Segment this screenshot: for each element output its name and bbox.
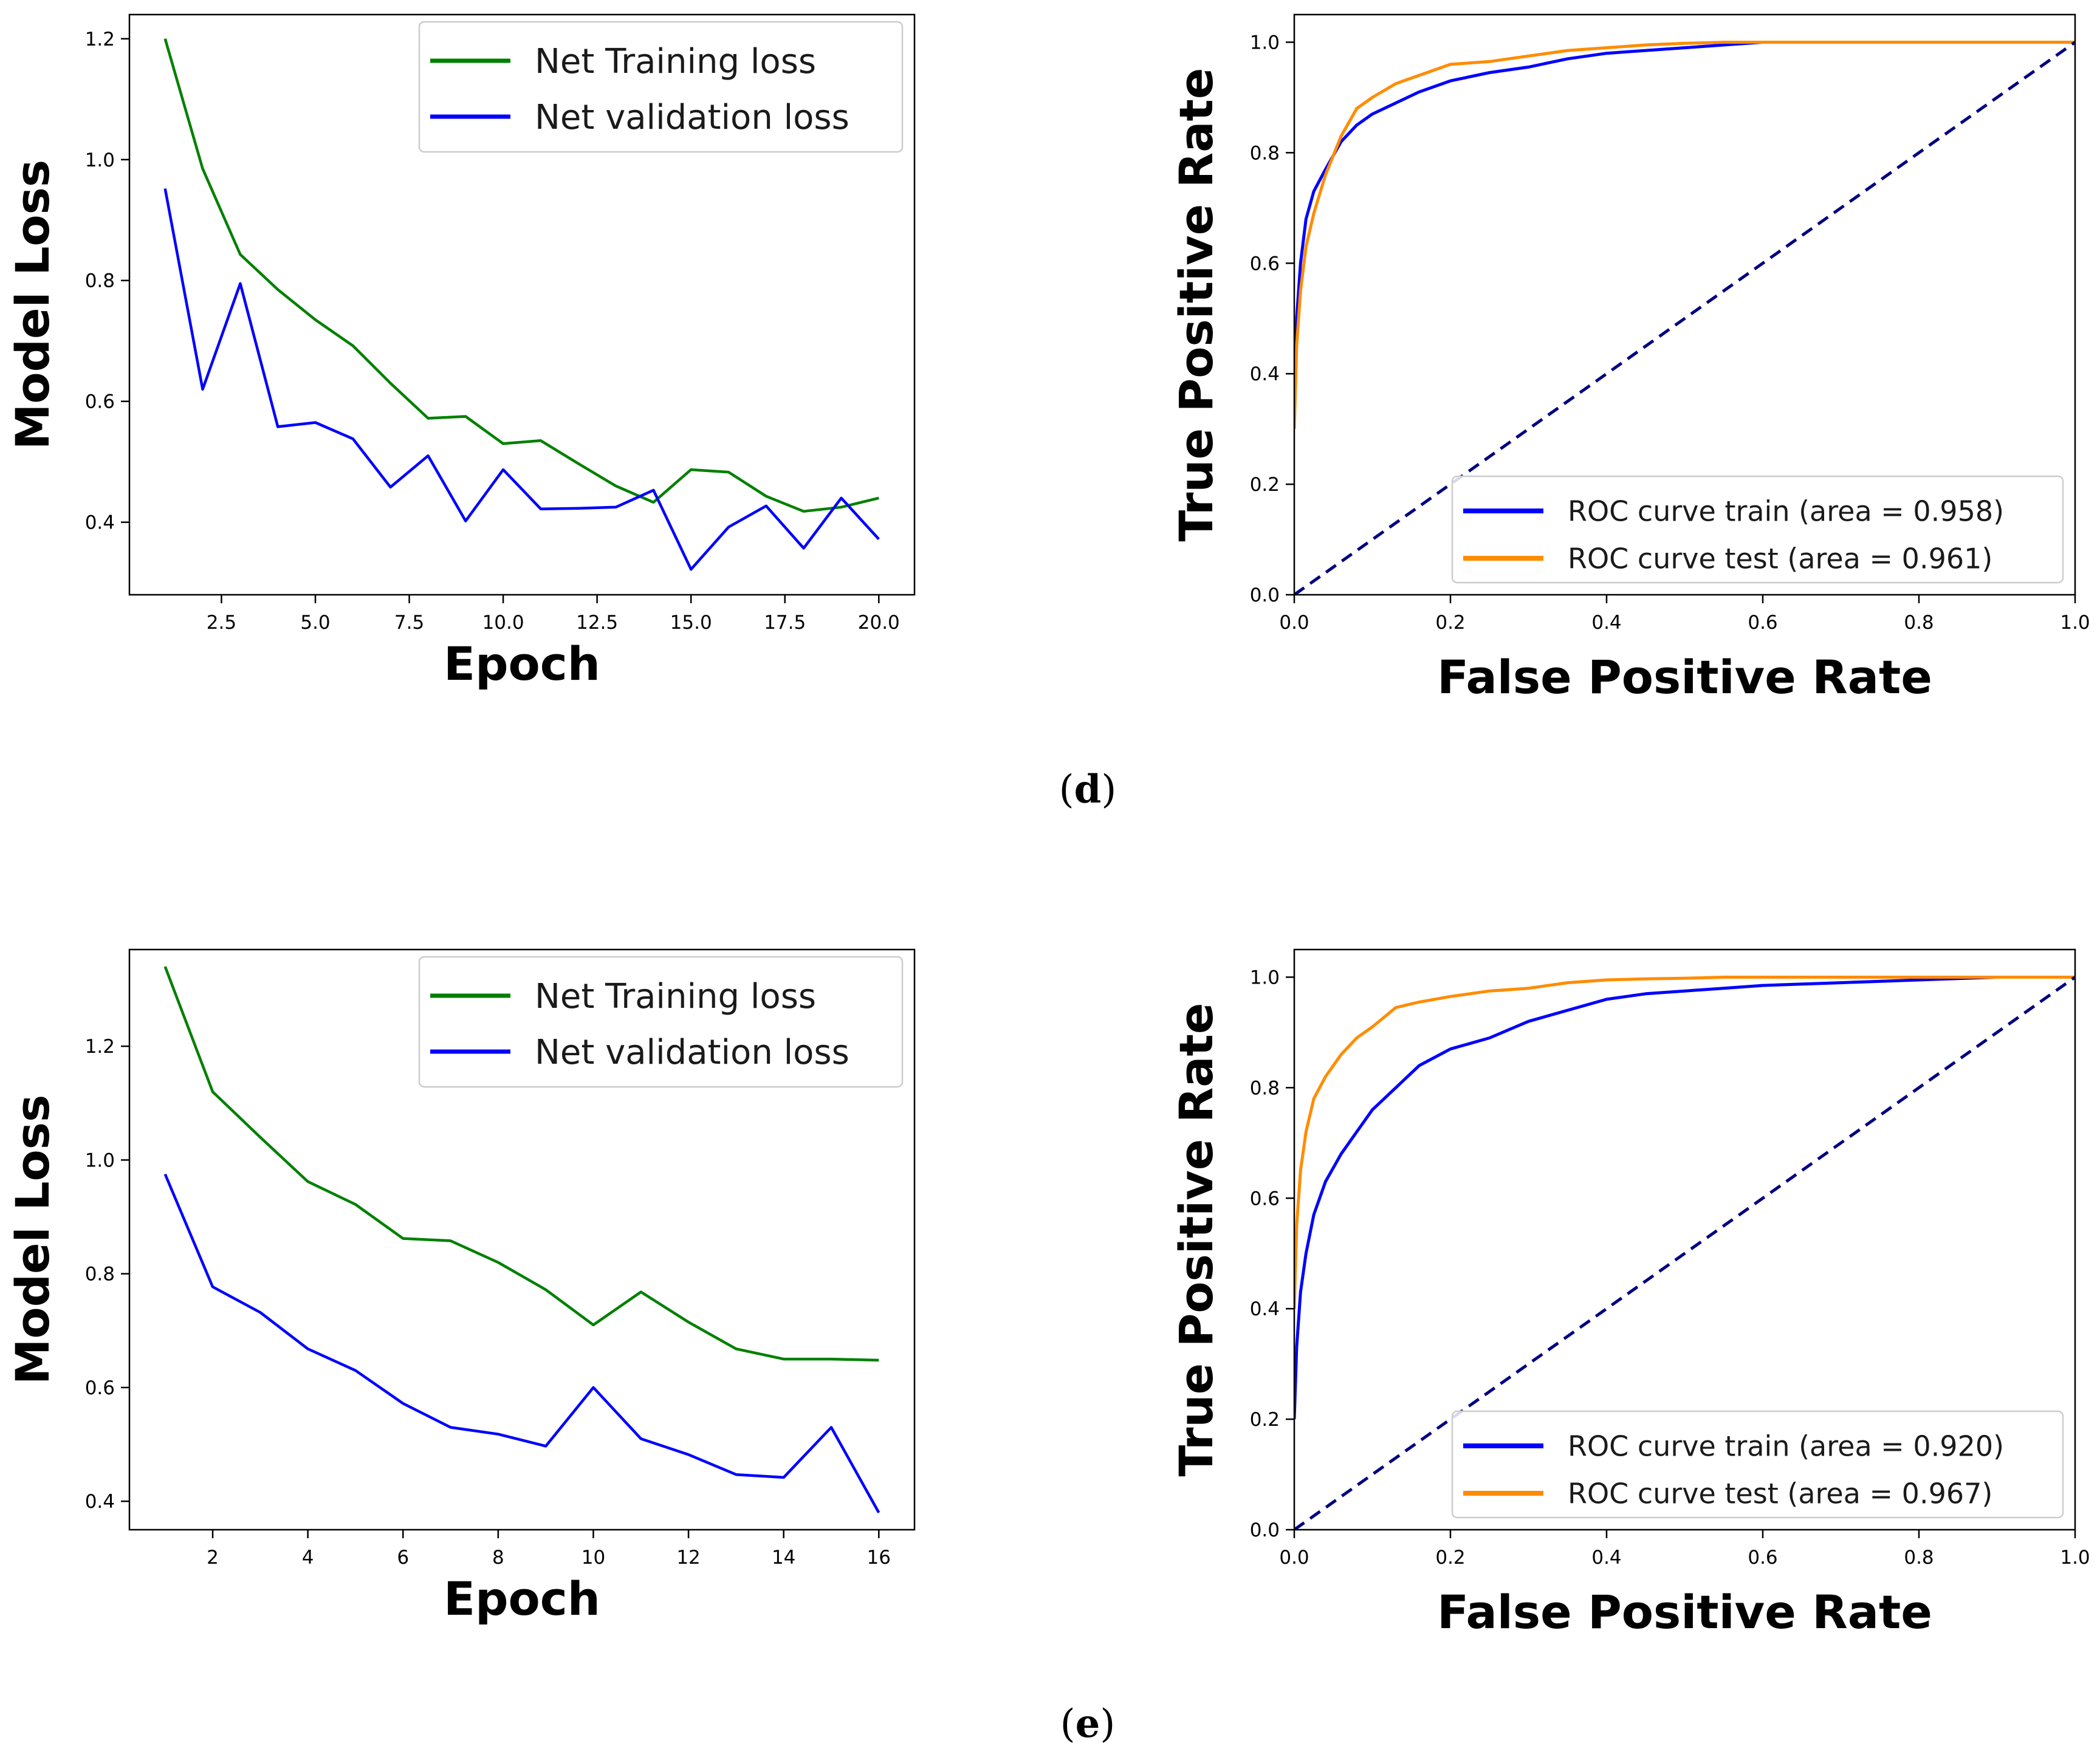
panel-e-roc-xtick-label: 0.8: [1904, 1547, 1934, 1569]
panel-e-roc-diagonal-line: [1294, 976, 2075, 1530]
panel-d-roc-ytick-label: 0.8: [1250, 142, 1280, 164]
panel-e-roc-ytick-label: 0.0: [1250, 1519, 1280, 1541]
panel-e-roc-axes-frame: [1293, 948, 2076, 1531]
panel-e-loss-xtick-label: 8: [492, 1547, 504, 1569]
panel-d-loss-ytick-label: 1.0: [85, 149, 115, 171]
panel-e-loss-series-line-1: [163, 1173, 880, 1513]
panel-letter-e: e: [1075, 1701, 1100, 1747]
panel-d-loss-xtick-label: 5.0: [300, 612, 330, 634]
panel-d-roc-legend-box: [1451, 475, 2064, 584]
panel-d-roc-xtick-label: 0.2: [1435, 612, 1465, 634]
panel-e-roc-legend-label-0: ROC curve train (area = 0.920): [1568, 1430, 2004, 1463]
panel-d-loss-xtick-label: 10.0: [482, 612, 524, 634]
panel-d-roc-series-line-1: [1294, 41, 2075, 430]
panel-d-roc-xtick-label: 0.6: [1748, 612, 1777, 634]
panel-d-roc-ytick-label: 0.0: [1250, 584, 1280, 606]
panel-d-loss-legend-box: [418, 21, 904, 153]
panel-d-roc-diagonal-line: [1294, 41, 2075, 595]
panel-d-roc-xtick-label: 0.4: [1591, 612, 1621, 634]
panel-letter-d: d: [1074, 767, 1102, 812]
panel-d-loss-xtick-label: 17.5: [764, 612, 806, 634]
panel-e-loss-xtick-label: 2: [207, 1547, 219, 1569]
panel-e-roc-ylabel: True Positive Rate: [1169, 1003, 1223, 1477]
panel-e-loss-ylabel: Model Loss: [5, 1095, 60, 1385]
panel-d-roc-xlabel: False Positive Rate: [1437, 650, 1932, 704]
panel-e-roc-series-line-0: [1294, 976, 2075, 1420]
panel-e-loss-xtick-label: 14: [772, 1547, 795, 1569]
panel-e-loss-xtick-label: 6: [397, 1547, 409, 1569]
panel-e-loss-legend-label-0: Net Training loss: [535, 977, 816, 1016]
panel-d-roc-ylabel: True Positive Rate: [1169, 68, 1223, 542]
panel-e-roc-xtick-label: 1.0: [2060, 1547, 2090, 1569]
panel-e-roc-ytick-label: 0.4: [1250, 1298, 1280, 1320]
panel-e-loss-xtick-label: 12: [676, 1547, 700, 1569]
panel-e-loss-ytick-label: 1.0: [85, 1149, 115, 1171]
panel-e-roc-ytick-label: 0.6: [1250, 1188, 1280, 1210]
panel-e-loss-series-line-0: [163, 966, 879, 1362]
panel-e-loss-xtick-label: 10: [582, 1547, 605, 1569]
panel-e-roc-legend-box: [1451, 1410, 2064, 1519]
panel-label-e: (e): [1060, 1701, 1116, 1747]
panel-d-loss-chart: 2.5 5.0 7.5 10.0 12.5 15.0 17.5 20.0 0.4 0.6 0.8 1.…: [5, 13, 916, 691]
panel-e-roc-ytick-label: 0.2: [1250, 1409, 1280, 1431]
panel-e-loss-ytick-label: 0.8: [85, 1264, 115, 1285]
panel-d-roc-legend-label-1: ROC curve test (area = 0.961): [1568, 543, 1992, 575]
panel-d-loss-ylabel: Model Loss: [5, 160, 60, 450]
panel-d-loss-legend-label-1: Net validation loss: [535, 98, 849, 137]
panel-d-loss-ytick-label: 0.6: [85, 391, 115, 413]
panel-e-roc-ytick-label: 0.8: [1250, 1077, 1280, 1099]
panel-e-roc-xlabel: False Positive Rate: [1437, 1585, 1932, 1639]
panel-e-roc-series-line-1: [1294, 976, 2075, 1309]
panel-e-loss-chart: 2 4 6 8 10 12 14 16 0.4 0.6 0.8 1.0 1.2 Epoch Model Lo…: [5, 948, 916, 1626]
panel-e-loss-xtick-label: 16: [867, 1547, 891, 1569]
panel-d-roc-xtick-label: 1.0: [2060, 612, 2090, 634]
panel-d-loss-series-line-1: [163, 188, 880, 571]
panel-e-roc-ytick-label: 1.0: [1250, 967, 1280, 988]
panel-e-roc-xtick-label: 0.6: [1748, 1547, 1777, 1569]
panel-d-roc-ytick-label: 0.2: [1250, 474, 1280, 496]
panel-d-roc-series-line-0: [1294, 41, 2075, 385]
panel-d-roc-axes-frame: [1293, 13, 2076, 596]
panel-e-roc-xtick-label: 0.2: [1435, 1547, 1465, 1569]
panel-d-loss-ytick-label: 0.8: [85, 270, 115, 292]
panel-d-loss-ytick-label: 0.4: [85, 512, 115, 534]
panel-d-loss-xlabel: Epoch: [444, 637, 600, 691]
panel-e-loss-ytick-label: 1.2: [85, 1036, 115, 1058]
panel-d-loss-xtick-label: 2.5: [207, 612, 236, 634]
panel-e-loss-legend-box: [418, 956, 904, 1088]
panel-d-roc-ytick-label: 0.6: [1250, 253, 1280, 275]
panel-d-loss-xtick-label: 20.0: [858, 612, 900, 634]
panel-d-roc-chart: 0.0 0.2 0.4 0.6 0.8 1.0 0.0 0.2 0.4 0.6 0.8 1.0 Fals…: [1169, 13, 2090, 704]
panel-d-roc-ytick-label: 1.0: [1250, 32, 1280, 53]
panel-d-loss-series-line-0: [163, 38, 879, 513]
panel-d-roc-xtick-label: 0.8: [1904, 612, 1934, 634]
panel-e-loss-ytick-label: 0.4: [85, 1491, 115, 1513]
panel-d-roc-ytick-label: 0.4: [1250, 363, 1280, 385]
panel-e-roc-xtick-label: 0.4: [1591, 1547, 1621, 1569]
panel-d-loss-legend-label-0: Net Training loss: [535, 42, 816, 81]
panel-d-loss-xtick-label: 15.0: [670, 612, 712, 634]
panel-e-loss-xlabel: Epoch: [444, 1572, 600, 1626]
panel-d-roc-legend-label-0: ROC curve train (area = 0.958): [1568, 495, 2004, 528]
panel-e-roc-legend-label-1: ROC curve test (area = 0.967): [1568, 1477, 1992, 1510]
panel-d-loss-xtick-label: 7.5: [394, 612, 424, 634]
panel-d-roc-xtick-label: 0.0: [1279, 612, 1309, 634]
panel-e-loss-ytick-label: 0.6: [85, 1377, 115, 1399]
panel-d-loss-ytick-label: 1.2: [85, 29, 115, 50]
panel-e-roc-chart: 0.0 0.2 0.4 0.6 0.8 1.0 0.0 0.2 0.4 0.6 0.8 1.0 Fals…: [1169, 948, 2090, 1639]
panel-e-loss-legend-label-1: Net validation loss: [535, 1033, 849, 1072]
panel-d-loss-axes-frame: [128, 13, 916, 596]
panel-label-d: (d): [1059, 767, 1117, 812]
panel-e-roc-xtick-label: 0.0: [1279, 1547, 1309, 1569]
panel-e-loss-xtick-label: 4: [302, 1547, 314, 1569]
panel-e-loss-axes-frame: [128, 948, 916, 1531]
panel-d-loss-xtick-label: 12.5: [576, 612, 618, 634]
